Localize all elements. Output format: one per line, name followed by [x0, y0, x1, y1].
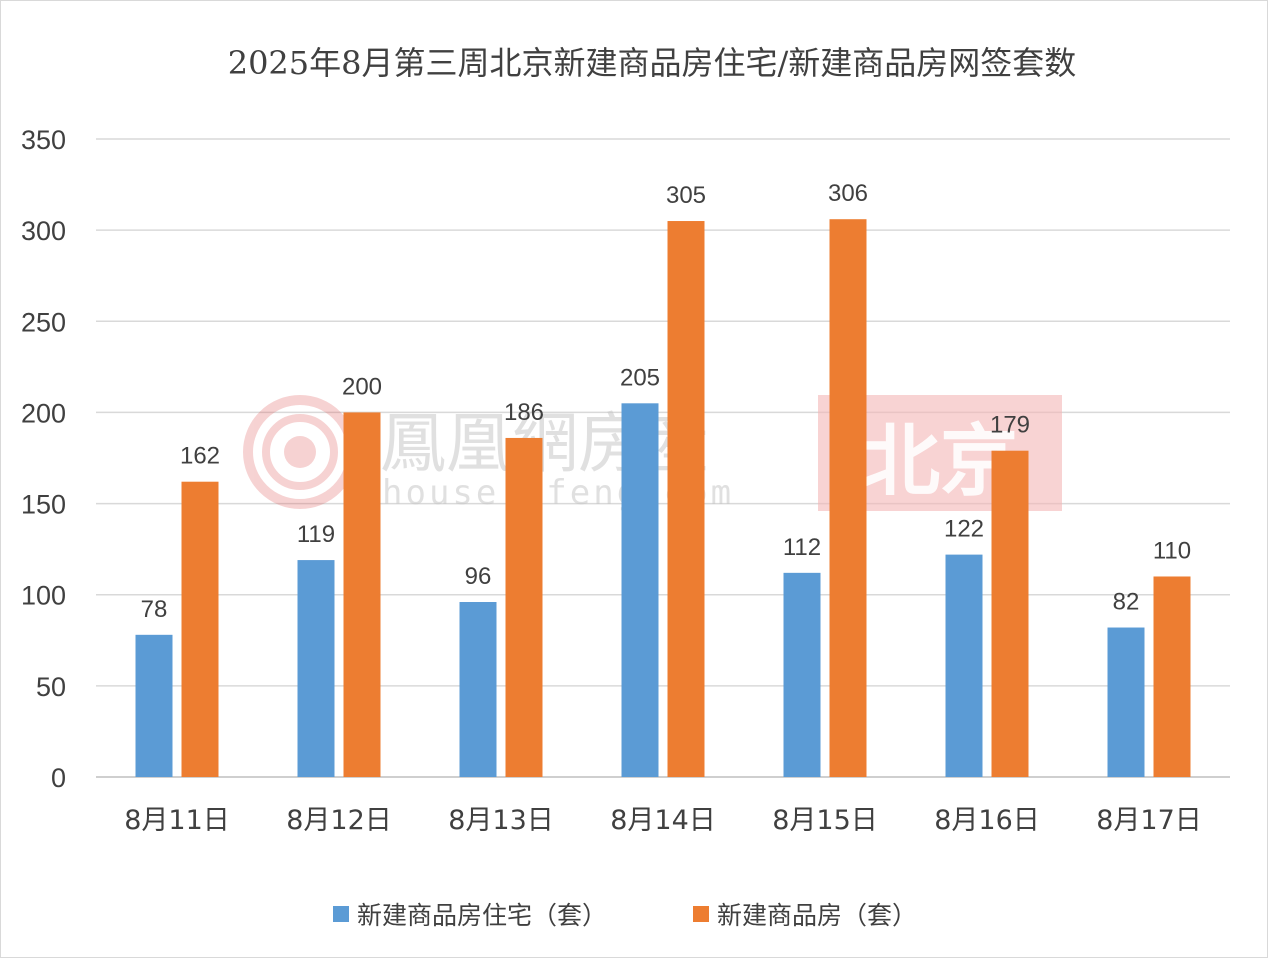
y-tick-label: 250 — [21, 307, 66, 337]
x-tick-label: 8月12日 — [286, 805, 392, 836]
watermark-brand: 鳳凰網房産 — [380, 405, 710, 482]
bar-total — [1153, 576, 1191, 777]
data-label: 78 — [141, 596, 168, 623]
bar-total — [667, 221, 705, 777]
data-label: 186 — [504, 399, 544, 426]
bar-residential — [459, 602, 497, 777]
data-label: 162 — [180, 443, 220, 470]
y-tick-label: 50 — [36, 672, 66, 702]
legend: 新建商品房住宅（套） 新建商品房（套） — [333, 901, 917, 930]
y-tick-label: 150 — [21, 490, 66, 520]
data-label: 306 — [828, 180, 868, 207]
ifeng-phoenix-logo-icon — [243, 395, 357, 509]
data-label: 122 — [944, 516, 984, 543]
data-label: 110 — [1153, 537, 1191, 564]
legend-label: 新建商品房住宅（套） — [357, 901, 607, 930]
legend-label: 新建商品房（套） — [717, 901, 917, 930]
data-labels: 78 162 119 200 96 186 205 305 112 306 122 179 82 110 — [141, 180, 1191, 623]
y-axis: 0 50 100 150 200 250 300 350 — [21, 125, 66, 793]
chart-title: 2025年8月第三周北京新建商品房住宅/新建商品房网签套数 — [228, 44, 1077, 82]
y-tick-label: 300 — [21, 216, 66, 246]
data-label: 305 — [666, 182, 706, 209]
data-label: 205 — [620, 364, 660, 391]
x-tick-label: 8月11日 — [124, 805, 230, 836]
bar-residential — [1107, 627, 1145, 777]
data-label: 96 — [465, 563, 492, 590]
x-tick-label: 8月15日 — [772, 805, 878, 836]
legend-swatch — [333, 906, 349, 922]
bar-total — [343, 412, 381, 777]
data-label: 179 — [990, 412, 1030, 439]
bar-residential — [297, 560, 335, 777]
y-tick-label: 0 — [51, 763, 66, 793]
x-axis: 8月11日 8月12日 8月13日 8月14日 8月15日 8月16日 8月17日 — [124, 805, 1202, 836]
x-tick-label: 8月14日 — [610, 805, 716, 836]
bar-residential — [783, 572, 821, 777]
x-tick-label: 8月13日 — [448, 805, 554, 836]
bars — [135, 219, 1191, 778]
data-label: 119 — [297, 521, 335, 548]
y-tick-label: 100 — [21, 581, 66, 611]
bar-total — [829, 219, 867, 778]
y-tick-label: 200 — [21, 398, 66, 428]
y-tick-label: 350 — [21, 125, 66, 155]
x-tick-label: 8月16日 — [934, 805, 1040, 836]
bar-total — [505, 437, 543, 777]
bar-total — [181, 481, 219, 777]
bar-residential — [945, 554, 983, 777]
data-label: 82 — [1113, 589, 1140, 616]
x-tick-label: 8月17日 — [1096, 805, 1202, 836]
data-label: 200 — [342, 373, 382, 400]
bar-residential — [621, 403, 659, 777]
bar-total — [991, 450, 1029, 777]
bar-residential — [135, 634, 173, 777]
data-label: 112 — [783, 534, 821, 561]
legend-swatch — [693, 906, 709, 922]
